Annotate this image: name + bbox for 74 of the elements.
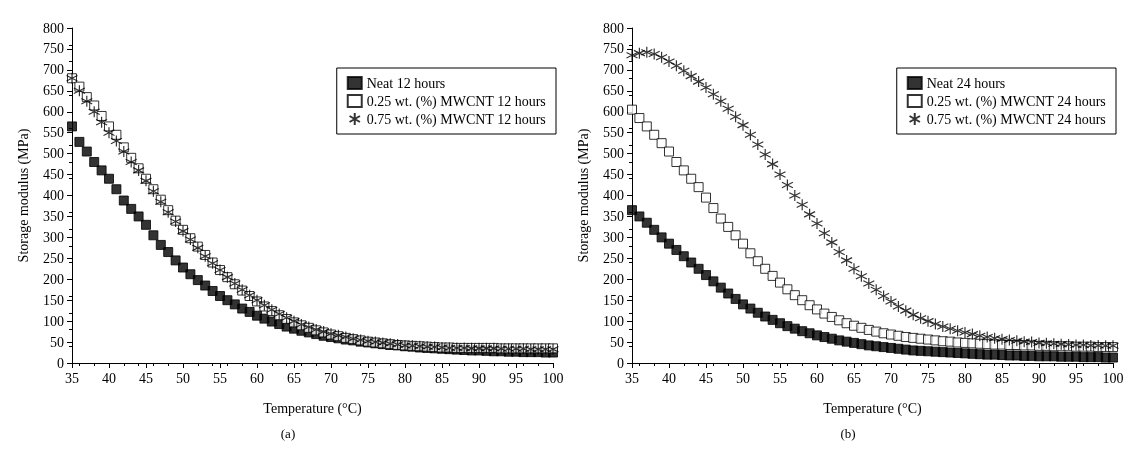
y-tick-label: 750 bbox=[43, 41, 64, 57]
y-tick-label: 700 bbox=[603, 62, 624, 78]
x-tick-label: 35 bbox=[65, 370, 79, 386]
x-tick-label: 50 bbox=[176, 370, 190, 386]
x-tick-label: 45 bbox=[139, 370, 153, 386]
x-tick-label: 95 bbox=[1069, 370, 1083, 386]
y-tick-label: 500 bbox=[43, 146, 64, 162]
y-tick-label: 650 bbox=[43, 83, 64, 99]
y-tick-label: 800 bbox=[603, 20, 624, 36]
x-tick-label: 100 bbox=[542, 370, 564, 386]
y-tick-label: 350 bbox=[43, 208, 64, 224]
x-tick-label: 75 bbox=[361, 370, 375, 386]
x-tick-label: 95 bbox=[509, 370, 523, 386]
x-axis-title: Temperature (°C) bbox=[263, 400, 362, 417]
x-tick-label: 80 bbox=[958, 370, 972, 386]
y-tick-label: 0 bbox=[617, 355, 624, 371]
legend-label: 0.75 wt. (%) MWCNT 12 hours bbox=[366, 111, 546, 128]
y-tick-label: 250 bbox=[43, 250, 64, 266]
x-tick-label: 100 bbox=[1102, 370, 1124, 386]
legend-label: Neat 24 hours bbox=[926, 75, 1006, 91]
y-tick-label: 50 bbox=[610, 334, 624, 350]
y-tick-label: 50 bbox=[50, 334, 64, 350]
x-tick-label: 45 bbox=[699, 370, 713, 386]
y-tick-label: 100 bbox=[603, 313, 624, 329]
text: (b) bbox=[840, 426, 856, 441]
y-tick-label: 300 bbox=[43, 229, 64, 245]
legend-label: 0.25 wt. (%) MWCNT 12 hours bbox=[366, 93, 546, 110]
x-tick-label: 40 bbox=[662, 370, 676, 386]
x-tick-label: 60 bbox=[250, 370, 264, 386]
y-tick-label: 400 bbox=[43, 188, 64, 203]
x-tick-label: 35 bbox=[625, 370, 639, 386]
y-axis-title: Storage modulus (MPa) bbox=[575, 128, 592, 263]
legend-label: 0.75 wt. (%) MWCNT 24 hours bbox=[926, 111, 1106, 128]
legend-label: Neat 12 hours bbox=[366, 75, 446, 91]
y-tick-label: 550 bbox=[603, 125, 624, 141]
x-tick-label: 60 bbox=[810, 370, 824, 386]
y-tick-label: 500 bbox=[603, 146, 624, 162]
y-tick-label: 800 bbox=[43, 20, 64, 36]
y-axis-title: Storage modulus (MPa) bbox=[15, 128, 32, 263]
x-tick-label: 70 bbox=[884, 370, 898, 386]
x-tick-label: 40 bbox=[102, 370, 116, 386]
y-tick-label: 150 bbox=[43, 292, 64, 308]
legend-label: 0.25 wt. (%) MWCNT 24 hours bbox=[926, 93, 1106, 110]
y-tick-label: 200 bbox=[603, 271, 624, 287]
x-tick-label: 80 bbox=[398, 370, 412, 386]
y-tick-label: 450 bbox=[603, 167, 624, 183]
y-tick-label: 600 bbox=[43, 104, 64, 120]
y-tick-label: 450 bbox=[43, 167, 64, 183]
y-tick-label: 250 bbox=[603, 250, 624, 266]
x-tick-label: 70 bbox=[324, 370, 338, 386]
y-tick-label: 600 bbox=[603, 104, 624, 120]
y-tick-label: 750 bbox=[603, 41, 624, 57]
y-tick-label: 100 bbox=[43, 313, 64, 329]
x-tick-label: 55 bbox=[213, 370, 227, 386]
x-tick-label: 90 bbox=[472, 370, 486, 386]
y-tick-label: 0 bbox=[57, 355, 64, 371]
x-axis-title: Temperature (°C) bbox=[823, 400, 922, 417]
x-tick-label: 85 bbox=[435, 370, 449, 386]
x-tick-label: 50 bbox=[736, 370, 750, 386]
y-tick-label: 200 bbox=[43, 271, 64, 287]
y-tick-label: 150 bbox=[603, 292, 624, 308]
x-tick-label: 65 bbox=[847, 370, 861, 386]
text: (a) bbox=[280, 426, 296, 441]
x-tick-label: 85 bbox=[995, 370, 1009, 386]
y-tick-label: 700 bbox=[43, 62, 64, 78]
y-tick-label: 400 bbox=[603, 188, 624, 203]
y-tick-label: 650 bbox=[603, 83, 624, 99]
x-tick-label: 90 bbox=[1032, 370, 1046, 386]
x-tick-label: 65 bbox=[287, 370, 301, 386]
y-tick-label: 350 bbox=[603, 208, 624, 224]
x-tick-label: 75 bbox=[921, 370, 935, 386]
y-tick-label: 300 bbox=[603, 229, 624, 245]
x-tick-label: 55 bbox=[773, 370, 787, 386]
y-tick-label: 550 bbox=[43, 125, 64, 141]
